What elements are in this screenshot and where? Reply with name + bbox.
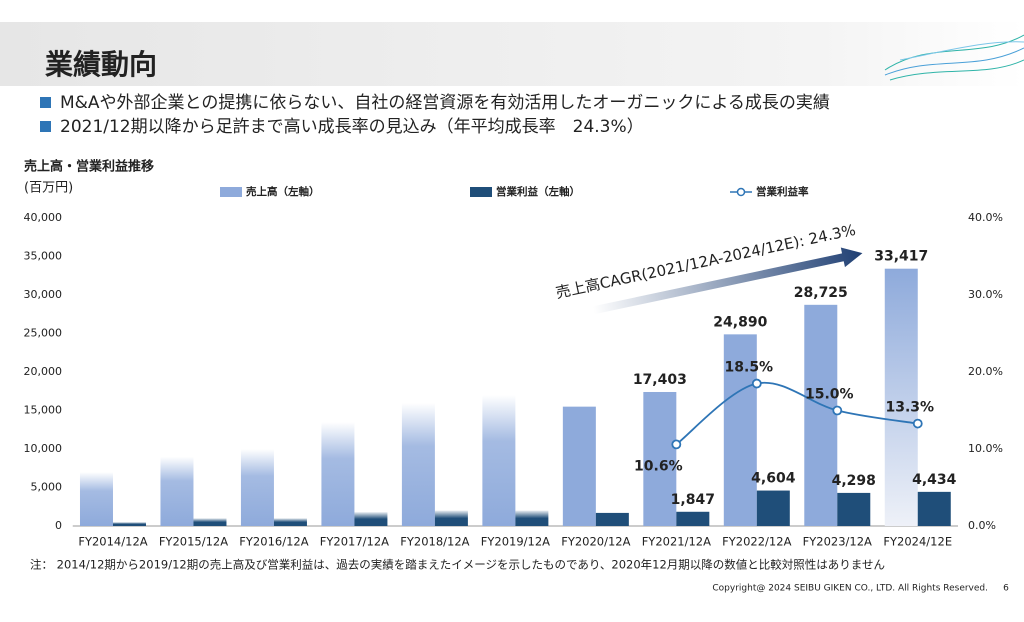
bar xyxy=(595,512,629,526)
x-tick-label: FY2014/12A xyxy=(78,535,147,549)
x-tick-label: FY2021/12A xyxy=(642,535,711,549)
y-tick-label: 20,000 xyxy=(24,365,63,378)
bar xyxy=(273,518,307,526)
legend-label: 売上高（左軸） xyxy=(246,185,320,198)
data-label: 15.0% xyxy=(805,387,854,403)
bullet: M&Aや外部企業との提携に依らない、自社の経営資源を有効活用したオーガニックによ… xyxy=(60,93,830,113)
x-tick-label: FY2020/12A xyxy=(561,535,630,549)
y-tick-label: 35,000 xyxy=(24,250,63,263)
data-label: 24,890 xyxy=(713,314,767,330)
x-tick-label: FY2018/12A xyxy=(400,535,469,549)
bar xyxy=(482,395,516,526)
data-label: 18.5% xyxy=(725,360,774,376)
bar xyxy=(562,406,596,526)
legend-swatch xyxy=(470,187,492,197)
y-tick-label: 5,000 xyxy=(31,481,63,494)
bar xyxy=(240,449,274,526)
bar xyxy=(837,492,871,526)
legend-swatch xyxy=(220,187,242,197)
copyright: Copyright@ 2024 SEIBU GIKEN CO., LTD. Al… xyxy=(712,584,988,594)
chart-title: 売上高・営業利益推移 xyxy=(24,159,154,175)
bar xyxy=(79,472,113,526)
bar xyxy=(401,402,435,526)
cagr-arrow xyxy=(592,247,863,315)
bar xyxy=(756,490,790,526)
marker xyxy=(671,439,682,450)
y-tick-label: 15,000 xyxy=(24,404,63,417)
y2-tick-label: 20.0% xyxy=(968,365,1003,378)
bar xyxy=(434,510,468,526)
slide-title: 業績動向 xyxy=(45,48,157,81)
x-tick-label: FY2016/12A xyxy=(239,535,308,549)
y2-tick-label: 10.0% xyxy=(968,442,1003,455)
x-tick-label: FY2015/12A xyxy=(159,535,228,549)
x-tick-label: FY2024/12E xyxy=(883,535,952,549)
bullet-icon xyxy=(40,121,51,132)
data-label: 10.6% xyxy=(634,458,683,474)
data-label: 13.3% xyxy=(885,400,934,416)
wave-decoration xyxy=(884,34,1024,81)
footnote: 注： 2014/12期から2019/12期の売上高及び営業利益は、過去の実績を踏… xyxy=(30,558,885,572)
data-label: 4,298 xyxy=(832,473,876,489)
bar xyxy=(515,510,549,526)
bar xyxy=(884,268,918,526)
y-tick-label: 40,000 xyxy=(24,211,63,224)
page-number: 6 xyxy=(1003,584,1009,594)
x-tick-label: FY2017/12A xyxy=(320,535,389,549)
bar xyxy=(112,522,146,526)
y2-tick-label: 40.0% xyxy=(968,211,1003,224)
data-label: 33,417 xyxy=(874,249,928,265)
bar xyxy=(193,518,227,526)
y2-tick-label: 30.0% xyxy=(968,288,1003,301)
bullet: 2021/12期以降から足許まで高い成長率の見込み（年平均成長率 24.3%） xyxy=(60,117,644,137)
bar xyxy=(723,334,757,526)
bar xyxy=(676,511,710,526)
legend-label: 営業利益（左軸） xyxy=(496,185,580,198)
bar xyxy=(354,512,388,526)
marker xyxy=(832,405,843,416)
y2-tick-label: 0.0% xyxy=(968,519,996,532)
data-label: 17,403 xyxy=(633,372,687,388)
bar xyxy=(804,304,838,526)
bullet-icon xyxy=(40,97,51,108)
line xyxy=(675,381,918,446)
bar xyxy=(321,422,355,526)
x-tick-label: FY2019/12A xyxy=(481,535,550,549)
data-label: 4,434 xyxy=(912,472,957,488)
x-tick-label: FY2023/12A xyxy=(803,535,872,549)
data-label: 28,725 xyxy=(794,285,848,301)
x-tick-label: FY2022/12A xyxy=(722,535,791,549)
bar xyxy=(160,456,194,526)
y-tick-label: 10,000 xyxy=(24,442,63,455)
bar xyxy=(643,391,677,526)
y-tick-label: 30,000 xyxy=(24,288,63,301)
y-axis-label: (百万円) xyxy=(24,181,73,196)
y-tick-label: 25,000 xyxy=(24,327,63,340)
data-label: 1,847 xyxy=(671,492,715,508)
legend-swatch xyxy=(736,187,746,197)
legend-label: 営業利益率 xyxy=(756,185,809,198)
data-label: 4,604 xyxy=(751,471,796,487)
marker xyxy=(912,418,923,429)
y-tick-label: 0 xyxy=(55,519,62,532)
title-band xyxy=(0,22,1024,86)
bar xyxy=(917,491,951,526)
marker xyxy=(751,378,762,389)
